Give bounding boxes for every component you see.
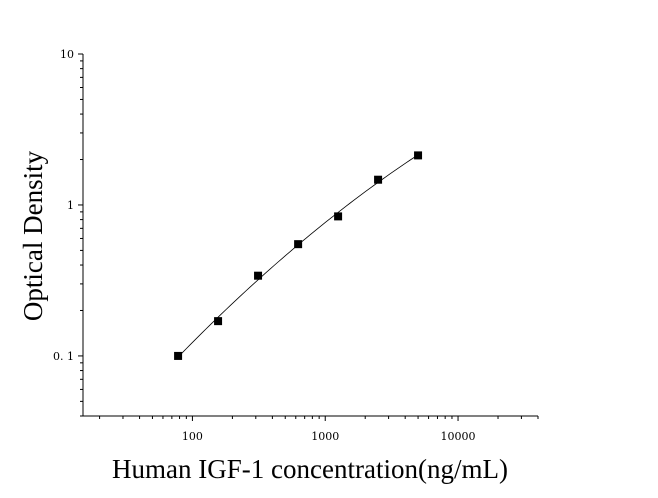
- data-point-5: [374, 175, 383, 184]
- y-tick-label-0: 0. 1: [53, 350, 74, 363]
- x-tick-label-0: 100: [182, 430, 203, 443]
- data-point-3: [294, 240, 303, 249]
- data-point-0: [174, 351, 183, 360]
- plot-area: 100 1000 10000 0. 1 1 10: [53, 48, 539, 443]
- data-point-1: [214, 317, 223, 326]
- y-ticks: 0. 1 1 10: [53, 48, 83, 417]
- x-tick-label-2: 10000: [441, 430, 476, 443]
- data-point-4: [334, 212, 343, 221]
- data-markers: [174, 151, 423, 360]
- x-ticks: 100 1000 10000: [99, 416, 539, 443]
- data-point-6: [414, 151, 423, 160]
- y-tick-label-2: 10: [60, 48, 74, 61]
- y-axis-title: Optical Density: [18, 150, 48, 321]
- x-tick-label-1: 1000: [311, 430, 339, 443]
- data-point-2: [254, 271, 263, 280]
- y-tick-label-1: 1: [67, 199, 74, 212]
- x-axis-title: Human IGF-1 concentration(ng/mL): [112, 454, 508, 484]
- fit-curve: [177, 154, 419, 358]
